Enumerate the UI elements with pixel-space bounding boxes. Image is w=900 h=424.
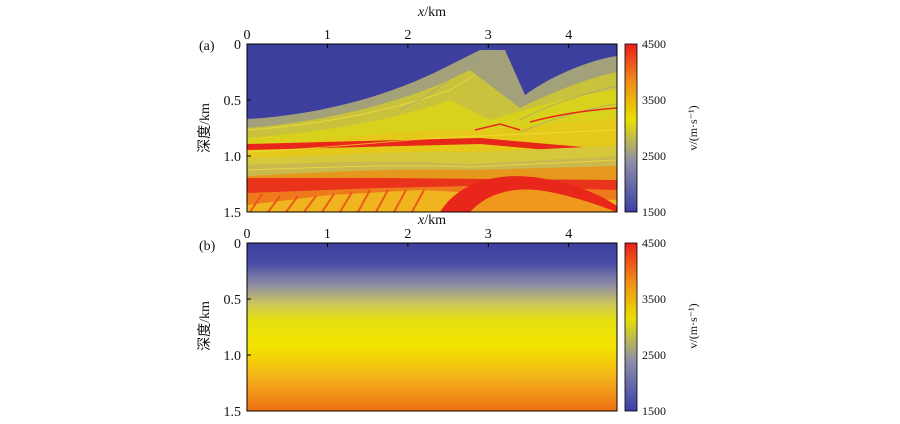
panel-a-colorbar: 4500 3500 2500 1500 v/(m·s⁻¹) [624, 37, 700, 219]
panel-b-colorbar-tick: 4500 [642, 236, 666, 250]
panel-a-colorbar-tick: 3500 [642, 93, 666, 107]
panel-b-x-tick-label: 4 [565, 227, 572, 242]
panel-b-y-tick-label: 0 [234, 237, 241, 252]
panel-a-ticks: 0 1 2 3 4 0 0.5 1.0 1.5 [224, 28, 573, 221]
panel-b-colorbar-label: v/(m·s⁻¹) [686, 303, 700, 348]
panel-b-colorbar-tick: 3500 [642, 292, 666, 306]
panel-a-colorbar-tick: 1500 [642, 205, 666, 219]
panel-b-ylabel: 深度/km [197, 301, 213, 351]
panel-a-label: (a) [199, 39, 215, 54]
panel-b-x-tick-label: 2 [404, 227, 411, 242]
panel-b-heatmap [247, 243, 617, 411]
panel-a-x-tick-label: 1 [324, 28, 331, 43]
panel-b-y-tick-label: 1.0 [224, 349, 242, 364]
panel-a-xlabel: x/km [417, 5, 446, 20]
panel-b-label: (b) [199, 239, 216, 254]
panel-a-colorbar-tick: 2500 [642, 149, 666, 163]
panel-b-colorbar: 4500 3500 2500 1500 v/(m·s⁻¹) [624, 236, 700, 418]
panel-a-x-tick-label: 0 [244, 28, 251, 43]
panel-a: (a) x/km 深度/km [197, 5, 700, 221]
panel-a-frame [246, 43, 618, 213]
panel-b-colorbar-tick: 1500 [642, 404, 666, 418]
panel-a-colorbar-bar [624, 43, 638, 213]
panel-b-y-tick-label: 0.5 [224, 293, 242, 308]
panel-a-y-tick-label: 0 [234, 38, 241, 53]
panel-a-y-tick-label: 1.5 [224, 206, 242, 221]
panel-b-y-tick-label: 1.5 [224, 405, 242, 420]
panel-b-x-tick-label: 0 [244, 227, 251, 242]
panel-b: (b) x/km 深度/km 0 1 2 3 4 0 0.5 1.0 1.5 4500 3500… [197, 213, 700, 420]
panel-b-xlabel: x/km [417, 213, 446, 228]
panel-b-ticks: 0 1 2 3 4 0 0.5 1.0 1.5 [224, 227, 573, 420]
panel-b-x-tick-label: 1 [324, 227, 331, 242]
panel-a-heatmap [247, 44, 617, 212]
panel-b-colorbar-bar [624, 242, 638, 412]
panel-a-x-tick-label: 4 [565, 28, 572, 43]
panel-b-x-tick-label: 3 [485, 227, 492, 242]
panel-a-x-tick-label: 2 [404, 28, 411, 43]
panel-b-frame [246, 242, 618, 412]
panel-a-colorbar-tick: 4500 [642, 37, 666, 51]
panel-a-y-tick-label: 1.0 [224, 150, 242, 165]
panel-a-x-tick-label: 3 [485, 28, 492, 43]
panel-a-ylabel: 深度/km [197, 103, 213, 153]
panel-b-colorbar-tick: 2500 [642, 348, 666, 362]
panel-a-y-tick-label: 0.5 [224, 94, 242, 109]
panel-a-colorbar-label: v/(m·s⁻¹) [686, 105, 700, 150]
